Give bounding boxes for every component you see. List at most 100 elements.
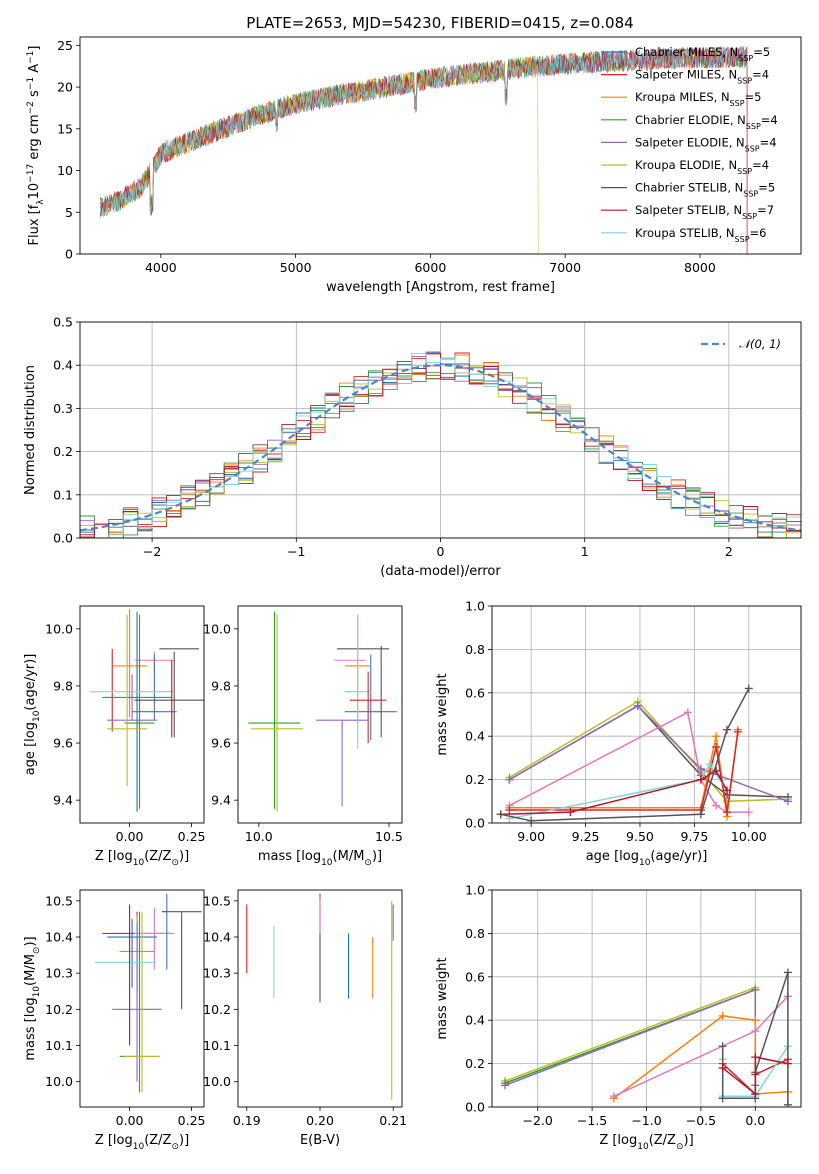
x-axis-label: mass [log10(M/M⊙)] [258,849,382,868]
x-tick-label: 4000 [145,260,177,275]
x-tick-label: 0.19 [233,1113,261,1128]
y-tick-label: 0.4 [53,358,73,373]
y-tick-label: 0.8 [465,642,485,657]
plot-area-mass_vs_Z [94,893,202,1093]
weight-marker [723,786,732,795]
x-tick-label: 1 [581,544,589,559]
x-tick-label: 6000 [414,260,446,275]
x-axis-label: Z [log10(Z/Z⊙)] [599,1133,693,1152]
plot-area-residuals [80,322,801,538]
y-tick-label: 9.4 [53,793,73,808]
y-tick-label: 0.5 [53,315,73,330]
y-tick-label: 10.0 [45,621,73,636]
weight-marker [783,968,792,977]
panel-weight_vs_age: 9.00 9.25 9.50 9.75 10.00 0.0 0.2 0.4 0.6 0.8 1.0 a… [435,599,802,868]
legend-label-3: Kroupa MILES, NSSP=5 [635,90,761,108]
axes-frame [237,889,403,1108]
axes-frame [491,605,802,824]
y-tick-label: 9.8 [53,678,73,693]
weight-marker [783,1100,792,1107]
panel-residuals: −2 −1 0 1 2 0.0 0.1 0.2 0.3 0.4 0.5 (data-model)/er… [23,315,802,579]
x-tick-label: −2.0 [523,1113,553,1128]
x-tick-label: −1 [287,544,305,559]
x-tick-label: −0.5 [686,1113,716,1128]
x-tick-label: 7000 [549,260,581,275]
x-tick-label: −2 [143,544,161,559]
axes-frame [237,605,403,824]
legend-label-4: Chabrier ELODIE, NSSP=4 [635,113,778,131]
weight-marker [496,810,505,819]
y-tick-label: 10.0 [45,1074,73,1089]
weight-line-series-6 [509,731,739,813]
y-tick-label: 0.3 [53,401,73,416]
weight-marker [683,708,692,717]
figure-title: PLATE=2653, MJD=54230, FIBERID=0415, z=0… [246,14,633,32]
y-tick-label: 10.4 [203,930,231,945]
y-tick-label: 25 [57,38,73,53]
weight-marker [609,1092,618,1101]
weight-marker [712,732,721,741]
weight-line-series-9 [722,1056,789,1096]
y-tick-label: 9.6 [211,736,231,751]
plot-area-age_vs_mass [248,611,397,812]
y-tick-label: 9.6 [53,736,73,751]
legend-label-normal: 𝒩(0, 1) [739,337,781,351]
plot-area-weight_vs_age [492,606,801,823]
y-tick-label: 0.0 [53,531,73,546]
weight-marker [723,808,732,817]
weight-marker [751,1089,760,1098]
panel-spectrum: 4000 5000 6000 7000 8000 0 5 10 15 20 25 wavelength… [26,36,802,295]
weight-marker [744,808,753,817]
y-tick-label: 10.4 [45,930,73,945]
y-tick-label: 10.3 [45,966,73,981]
panel-mass_vs_ebv: 0.19 0.20 0.21 10.0 10.1 10.2 10.3 10.4 10.5 E(B-… [203,889,407,1148]
weight-marker [718,1094,727,1103]
y-axis-label: mass weight [435,957,450,1039]
y-tick-label: 0.2 [53,444,73,459]
y-tick-label: 0.2 [465,1056,485,1071]
weight-marker [744,684,753,693]
x-tick-label: 0.00 [116,1113,144,1128]
axes-frame [491,889,802,1108]
x-tick-label: −1.0 [631,1113,661,1128]
x-axis-label: (data-model)/error [380,564,501,579]
weight-marker [783,797,792,806]
y-tick-label: 10.2 [45,1002,73,1017]
plot-area-age_vs_Z [89,608,204,812]
y-tick-label: 0.0 [465,1100,485,1115]
weight-marker [712,801,721,810]
y-tick-label: 0.4 [465,1013,485,1028]
weight-marker [696,810,705,819]
legend-label-8: Salpeter STELIB, NSSP=7 [635,203,774,221]
y-tick-label: 10.5 [203,893,231,908]
y-tick-label: 10.5 [45,893,73,908]
weight-marker [733,727,742,736]
weight-marker [696,775,705,784]
panel-weight_vs_Z: −2.0 −1.5 −1.0 −0.5 0.0 0.0 0.2 0.4 0.6 0.8 1.0 Z [… [435,883,802,1152]
x-tick-label: 0 [437,544,445,559]
y-tick-label: 5 [65,205,73,220]
y-tick-label: 10.2 [203,1002,231,1017]
x-axis-label: age [log10(age/yr)] [586,849,708,868]
weight-marker [718,1063,727,1072]
y-tick-label: 0.6 [465,969,485,984]
y-tick-label: 9.4 [211,793,231,808]
panel-age_vs_mass: 10.0 10.5 9.4 9.6 9.8 10.0 mass [log10(M/M⊙)] [203,605,403,868]
x-tick-label: 9.75 [680,829,708,844]
weight-marker [751,1053,760,1062]
x-tick-label: 0.25 [178,829,206,844]
x-tick-label: 5000 [280,260,312,275]
plot-area-weight_vs_Z [492,890,801,1107]
legend-label-6: Kroupa ELODIE, NSSP=4 [635,158,769,176]
weight-marker [712,743,721,752]
weight-marker [751,1027,760,1036]
x-tick-label: 0.21 [379,1113,407,1128]
plot-area-mass_vs_ebv [246,893,394,1100]
weight-marker [751,985,760,994]
weight-marker [505,805,514,814]
y-axis-label: mass weight [435,673,450,755]
panel-mass_vs_Z: 0.00 0.25 10.0 10.1 10.2 10.3 10.4 10.5 Z [log10… [23,889,206,1152]
y-tick-label: 0.0 [465,816,485,831]
weight-marker [718,1042,727,1051]
